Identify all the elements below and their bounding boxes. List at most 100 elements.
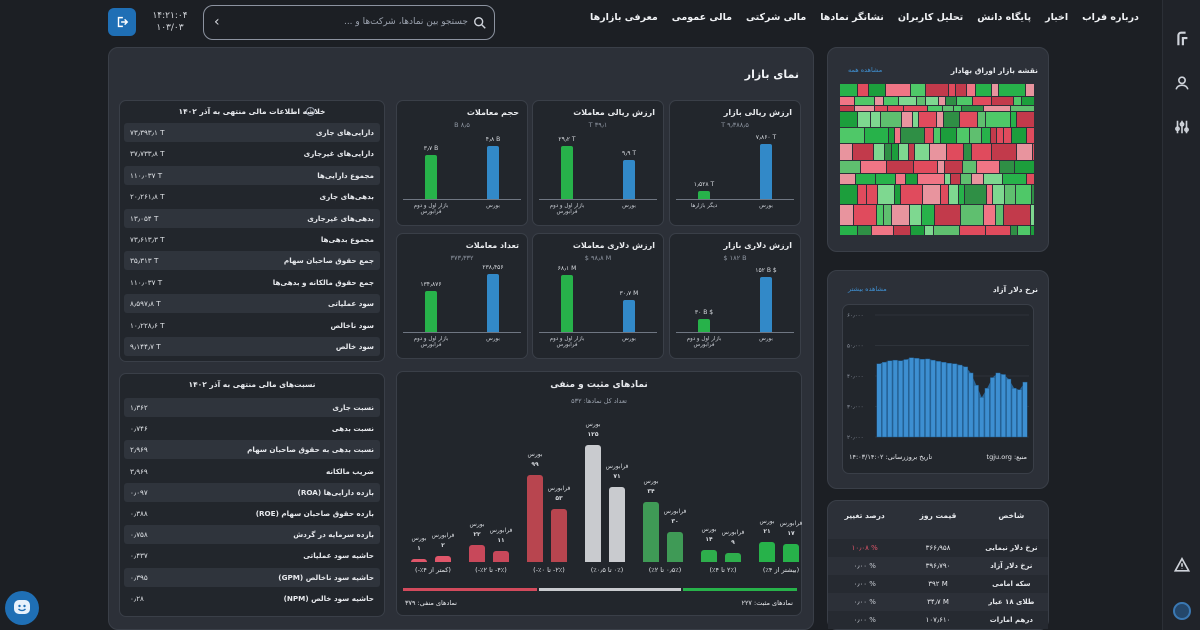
treemap-cell[interactable] <box>872 226 893 235</box>
dollar-data-point[interactable] <box>973 384 979 438</box>
treemap-cell[interactable] <box>892 144 898 160</box>
treemap-cell[interactable] <box>923 185 940 204</box>
treemap-cell[interactable] <box>972 144 991 160</box>
table-row[interactable]: درهم امارات ۱۰۷٫۶۱۰ ۰٫۰۰ % <box>828 611 1048 629</box>
dollar-data-point[interactable] <box>1022 381 1028 438</box>
nav-item-news[interactable]: اخبار <box>1045 12 1069 23</box>
treemap-cell[interactable] <box>941 128 956 143</box>
treemap-cell[interactable] <box>962 106 983 111</box>
treemap-cell[interactable] <box>840 106 854 111</box>
dollar-data-point[interactable] <box>919 359 925 438</box>
treemap-cell[interactable] <box>840 144 852 160</box>
treemap-cell[interactable] <box>840 205 853 225</box>
treemap-cell[interactable] <box>911 84 925 96</box>
treemap-cell[interactable] <box>1003 174 1026 184</box>
treemap-cell[interactable] <box>876 174 895 184</box>
theme-toggle[interactable] <box>1173 602 1191 620</box>
treemap-cell[interactable] <box>961 174 971 184</box>
treemap-cell[interactable] <box>874 144 884 160</box>
treemap-cell[interactable] <box>884 97 898 105</box>
treemap-cell[interactable] <box>875 97 883 105</box>
treemap-cell[interactable] <box>906 174 917 184</box>
dollar-data-point[interactable] <box>957 364 963 438</box>
treemap-cell[interactable] <box>992 97 1013 105</box>
info-icon[interactable]: i <box>306 107 315 116</box>
treemap-cell[interactable] <box>945 174 950 184</box>
treemap-cell[interactable] <box>881 112 901 127</box>
dollar-data-point[interactable] <box>984 387 990 438</box>
treemap-cell[interactable] <box>889 128 894 143</box>
treemap-cell[interactable] <box>928 106 942 111</box>
view-more-link[interactable]: مشاهده بیشتر <box>848 285 887 293</box>
treemap-cell[interactable] <box>854 205 876 225</box>
dollar-data-point[interactable] <box>914 358 920 438</box>
treemap-cell[interactable] <box>938 161 944 173</box>
treemap-cell[interactable] <box>996 205 1003 225</box>
treemap-cell[interactable] <box>913 112 918 127</box>
app-logo-icon[interactable] <box>1171 28 1193 50</box>
treemap-cell[interactable] <box>871 112 880 127</box>
treemap-cell[interactable] <box>1022 97 1034 105</box>
treemap-cell[interactable] <box>945 161 962 173</box>
dollar-data-point[interactable] <box>898 360 904 438</box>
search-input[interactable]: جستجو بین نمادها، شرکت‌ها و ... <box>343 17 468 27</box>
table-row[interactable]: سکه امامی ۳۹۲ M ۰٫۰۰ % <box>828 575 1048 593</box>
dollar-data-point[interactable] <box>941 362 947 438</box>
treemap-cell[interactable] <box>984 205 995 225</box>
treemap-cell[interactable] <box>840 161 860 173</box>
treemap-cell[interactable] <box>986 112 1010 127</box>
treemap-cell[interactable] <box>987 185 992 204</box>
treemap-cell[interactable] <box>865 128 888 143</box>
treemap-cell[interactable] <box>925 226 933 235</box>
treemap-cell[interactable] <box>978 112 985 127</box>
treemap-cell[interactable] <box>925 128 933 143</box>
treemap-cell[interactable] <box>1027 174 1034 184</box>
treemap-cell[interactable] <box>922 205 934 225</box>
user-icon[interactable] <box>1171 72 1193 94</box>
treemap-cell[interactable] <box>902 112 912 127</box>
treemap-cell[interactable] <box>858 226 871 235</box>
treemap-cell[interactable] <box>1004 205 1030 225</box>
treemap-cell[interactable] <box>919 112 936 127</box>
table-row[interactable]: نرخ دلار نیمایی ۳۶۶٫۹۵۸ ۱۰٫۰۸ % <box>828 539 1048 557</box>
treemap-cell[interactable] <box>937 112 943 127</box>
treemap-cell[interactable] <box>954 106 961 111</box>
treemap-cell[interactable] <box>1018 226 1030 235</box>
treemap-cell[interactable] <box>1016 185 1031 204</box>
treemap-cell[interactable] <box>1011 106 1034 111</box>
treemap-cell[interactable] <box>1033 144 1034 160</box>
treemap-cell[interactable] <box>858 84 868 96</box>
dollar-data-point[interactable] <box>990 377 995 438</box>
treemap-cell[interactable] <box>1017 112 1034 127</box>
treemap-cell[interactable] <box>853 144 873 160</box>
treemap-cell[interactable] <box>949 84 955 96</box>
search-box[interactable]: جستجو بین نمادها، شرکت‌ها و ... ‹ <box>203 5 495 40</box>
treemap-cell[interactable] <box>840 174 855 184</box>
dollar-data-point[interactable] <box>979 397 985 438</box>
treemap-cell[interactable] <box>858 185 866 204</box>
treemap-cell[interactable] <box>946 97 956 105</box>
treemap-cell[interactable] <box>899 144 908 160</box>
treemap-cell[interactable] <box>840 226 857 235</box>
treemap-cell[interactable] <box>957 128 969 143</box>
treemap-cell[interactable] <box>939 97 945 105</box>
treemap-cell[interactable] <box>935 205 960 225</box>
dollar-data-point[interactable] <box>876 363 882 438</box>
treemap-cell[interactable] <box>858 112 870 127</box>
treemap-cell[interactable] <box>930 144 946 160</box>
treemap-cell[interactable] <box>970 128 981 143</box>
treemap-cell[interactable] <box>917 97 925 105</box>
dollar-data-point[interactable] <box>930 359 936 438</box>
treemap-cell[interactable] <box>895 128 900 143</box>
treemap-cell[interactable] <box>904 106 927 111</box>
treemap-cell[interactable] <box>977 161 999 173</box>
treemap-cell[interactable] <box>982 128 990 143</box>
treemap-cell[interactable] <box>986 226 1010 235</box>
treemap-cell[interactable] <box>869 84 885 96</box>
treemap-cell[interactable] <box>949 185 958 204</box>
treemap-cell[interactable] <box>941 185 948 204</box>
table-row[interactable]: طلای ۱۸ عیار ۳۴٫۷ M ۰٫۰۰ % <box>828 593 1048 611</box>
treemap-cell[interactable] <box>915 144 929 160</box>
treemap-cell[interactable] <box>867 185 877 204</box>
treemap-cell[interactable] <box>960 112 977 127</box>
